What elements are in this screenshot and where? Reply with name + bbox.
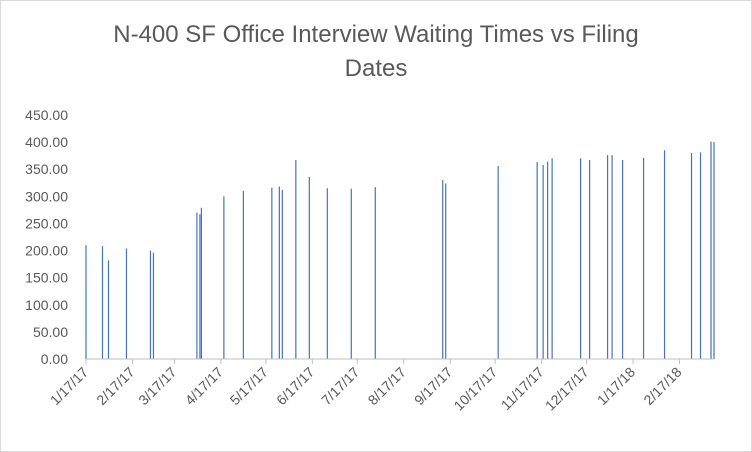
- x-tick-label: 1/17/18: [594, 364, 638, 408]
- x-tick-label: 7/17/17: [318, 364, 362, 408]
- chart-title-line-1: N-400 SF Office Interview Waiting Times …: [113, 21, 639, 48]
- x-tick-label: 2/17/17: [93, 364, 137, 408]
- chart-title-line-2: Dates: [344, 55, 408, 82]
- y-tick-label: 400.00: [25, 134, 68, 150]
- y-tick-label: 450.00: [25, 107, 68, 123]
- x-tick-label: 9/17/17: [411, 364, 455, 408]
- x-tick-label: 11/17/17: [498, 364, 547, 413]
- y-tick-label: 50.00: [33, 324, 68, 340]
- y-tick-label: 200.00: [25, 243, 68, 259]
- x-tick-label: 6/17/17: [273, 364, 317, 408]
- y-tick-label: 0.00: [41, 351, 68, 367]
- x-tick-label: 10/17/17: [450, 364, 500, 414]
- y-tick-label: 350.00: [25, 161, 68, 177]
- y-tick-label: 100.00: [25, 297, 68, 313]
- x-tick-label: 1/17/17: [47, 364, 91, 408]
- y-tick-label: 150.00: [25, 270, 68, 286]
- x-tick-label: 3/17/17: [135, 364, 179, 408]
- x-tick-label: 12/17/17: [542, 364, 592, 414]
- y-tick-label: 250.00: [25, 215, 68, 231]
- x-tick-label: 5/17/17: [227, 364, 271, 408]
- x-tick-label: 4/17/17: [182, 364, 226, 408]
- chart-title: N-400 SF Office Interview Waiting Times …: [0, 18, 752, 86]
- x-tick-label: 8/17/17: [365, 364, 409, 408]
- x-tick-label: 2/17/18: [640, 364, 684, 408]
- y-tick-label: 300.00: [25, 188, 68, 204]
